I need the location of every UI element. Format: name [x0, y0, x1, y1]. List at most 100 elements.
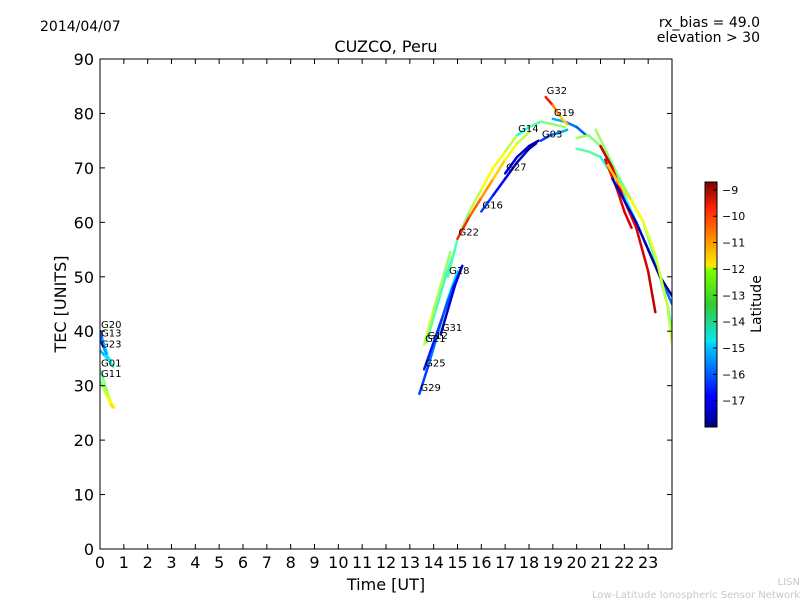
x-tick-label: 22	[614, 553, 634, 572]
satellite-label: G27	[506, 162, 526, 173]
plot-area	[100, 59, 672, 549]
x-tick-label: 4	[190, 553, 200, 572]
colorbar-tick-label: −11	[722, 237, 745, 250]
trace-segment	[527, 120, 543, 129]
trace-segment	[101, 338, 107, 349]
x-axis-label: Time [UT]	[346, 575, 425, 594]
colorbar-label: Latitude	[749, 275, 765, 333]
x-tick-label: 12	[376, 553, 396, 572]
trace-segment	[480, 193, 495, 213]
colorbar-tick-label: −14	[722, 316, 745, 329]
trace-segment	[551, 123, 566, 129]
trace-segment	[102, 378, 109, 393]
trace-segment	[527, 139, 540, 148]
x-tick-label: 10	[328, 553, 348, 572]
y-tick-label: 30	[74, 377, 94, 396]
trace-segment	[441, 286, 454, 317]
trace-segment	[539, 120, 555, 126]
x-tick-label: 7	[262, 553, 272, 572]
trace-segment	[646, 270, 657, 314]
trace-segment	[105, 389, 112, 404]
satellite-label: G19	[554, 108, 574, 119]
trace-segment	[446, 283, 457, 311]
trace-segment	[102, 346, 109, 357]
trace-segment	[108, 359, 115, 368]
trace-segment	[503, 133, 519, 153]
trace-G03	[539, 128, 569, 142]
trace-segment	[492, 158, 507, 181]
trace-segment	[102, 387, 109, 398]
trace-segment	[418, 362, 431, 396]
satellite-label: G31	[442, 323, 462, 334]
y-tick-label: 90	[74, 50, 94, 69]
x-tick-label: 9	[309, 553, 319, 572]
trace-segment	[480, 166, 495, 191]
colorbar-tick-label: −9	[722, 184, 738, 197]
x-tick-label: 15	[447, 553, 467, 572]
trace-G27	[503, 139, 540, 175]
trace-segment	[422, 308, 435, 347]
trace-segment	[558, 128, 569, 134]
trace-segment	[446, 237, 459, 279]
trace-segment	[515, 144, 531, 159]
trace-segment	[587, 133, 602, 148]
x-tick-label: 20	[566, 553, 586, 572]
trace-segment	[439, 308, 450, 336]
satellite-label: G32	[547, 86, 567, 97]
trace-segment	[492, 150, 507, 170]
elevation-label: elevation > 30	[657, 30, 760, 46]
x-tick-label: 1	[119, 553, 129, 572]
trace-segment	[635, 221, 650, 251]
trace-segment	[606, 163, 621, 186]
y-axis-label: TEC [UNITS]	[51, 256, 70, 354]
trace-G21	[422, 251, 452, 347]
satellite-label: G12	[428, 331, 448, 342]
trace-segment	[515, 147, 531, 164]
trace-segment	[642, 221, 657, 257]
trace-segment	[551, 104, 562, 118]
colorbar-tick-label: −13	[722, 289, 745, 302]
x-tick-label: 17	[495, 553, 515, 572]
y-tick-label: 70	[74, 159, 94, 178]
trace-segment	[503, 142, 519, 161]
trace-segment	[558, 114, 569, 126]
trace-G23	[100, 349, 115, 368]
trace-segment	[515, 125, 531, 137]
y-tick-label: 50	[74, 268, 94, 287]
trace-segment	[432, 313, 445, 344]
satellite-label: G14	[518, 124, 538, 135]
trace-segment	[599, 144, 614, 170]
trace-segment	[109, 403, 115, 409]
satellite-label: G03	[542, 130, 562, 141]
trace-segment	[635, 226, 650, 273]
trace-segment	[434, 275, 447, 311]
satellite-label: G23	[101, 339, 121, 350]
satellite-label: G29	[420, 383, 440, 394]
trace-G14	[515, 120, 566, 137]
trace-segment	[453, 264, 464, 287]
trace-segment	[456, 215, 471, 240]
trace-segment	[575, 125, 588, 137]
x-tick-label: 11	[352, 553, 372, 572]
trace-G32	[544, 95, 569, 126]
trace-segment	[549, 131, 562, 137]
trace-segment	[630, 199, 645, 224]
trace-G16	[480, 142, 538, 213]
trace-segment	[100, 378, 105, 390]
x-tick-label: 19	[543, 553, 563, 572]
y-tick-label: 0	[84, 540, 94, 559]
trace-segment	[646, 248, 662, 279]
satellite-label: G22	[459, 228, 479, 239]
trace-unlabeled	[606, 163, 672, 344]
x-tick-label: 14	[423, 553, 443, 572]
y-tick-label: 60	[74, 213, 94, 232]
trace-segment	[425, 308, 438, 344]
trace-segment	[606, 153, 621, 181]
trace-G31	[439, 264, 464, 336]
x-tick-label: 2	[143, 553, 153, 572]
trace-segment	[587, 150, 602, 159]
trace-segment	[654, 253, 669, 306]
trace-segment	[441, 251, 452, 279]
trace-segment	[665, 302, 672, 344]
